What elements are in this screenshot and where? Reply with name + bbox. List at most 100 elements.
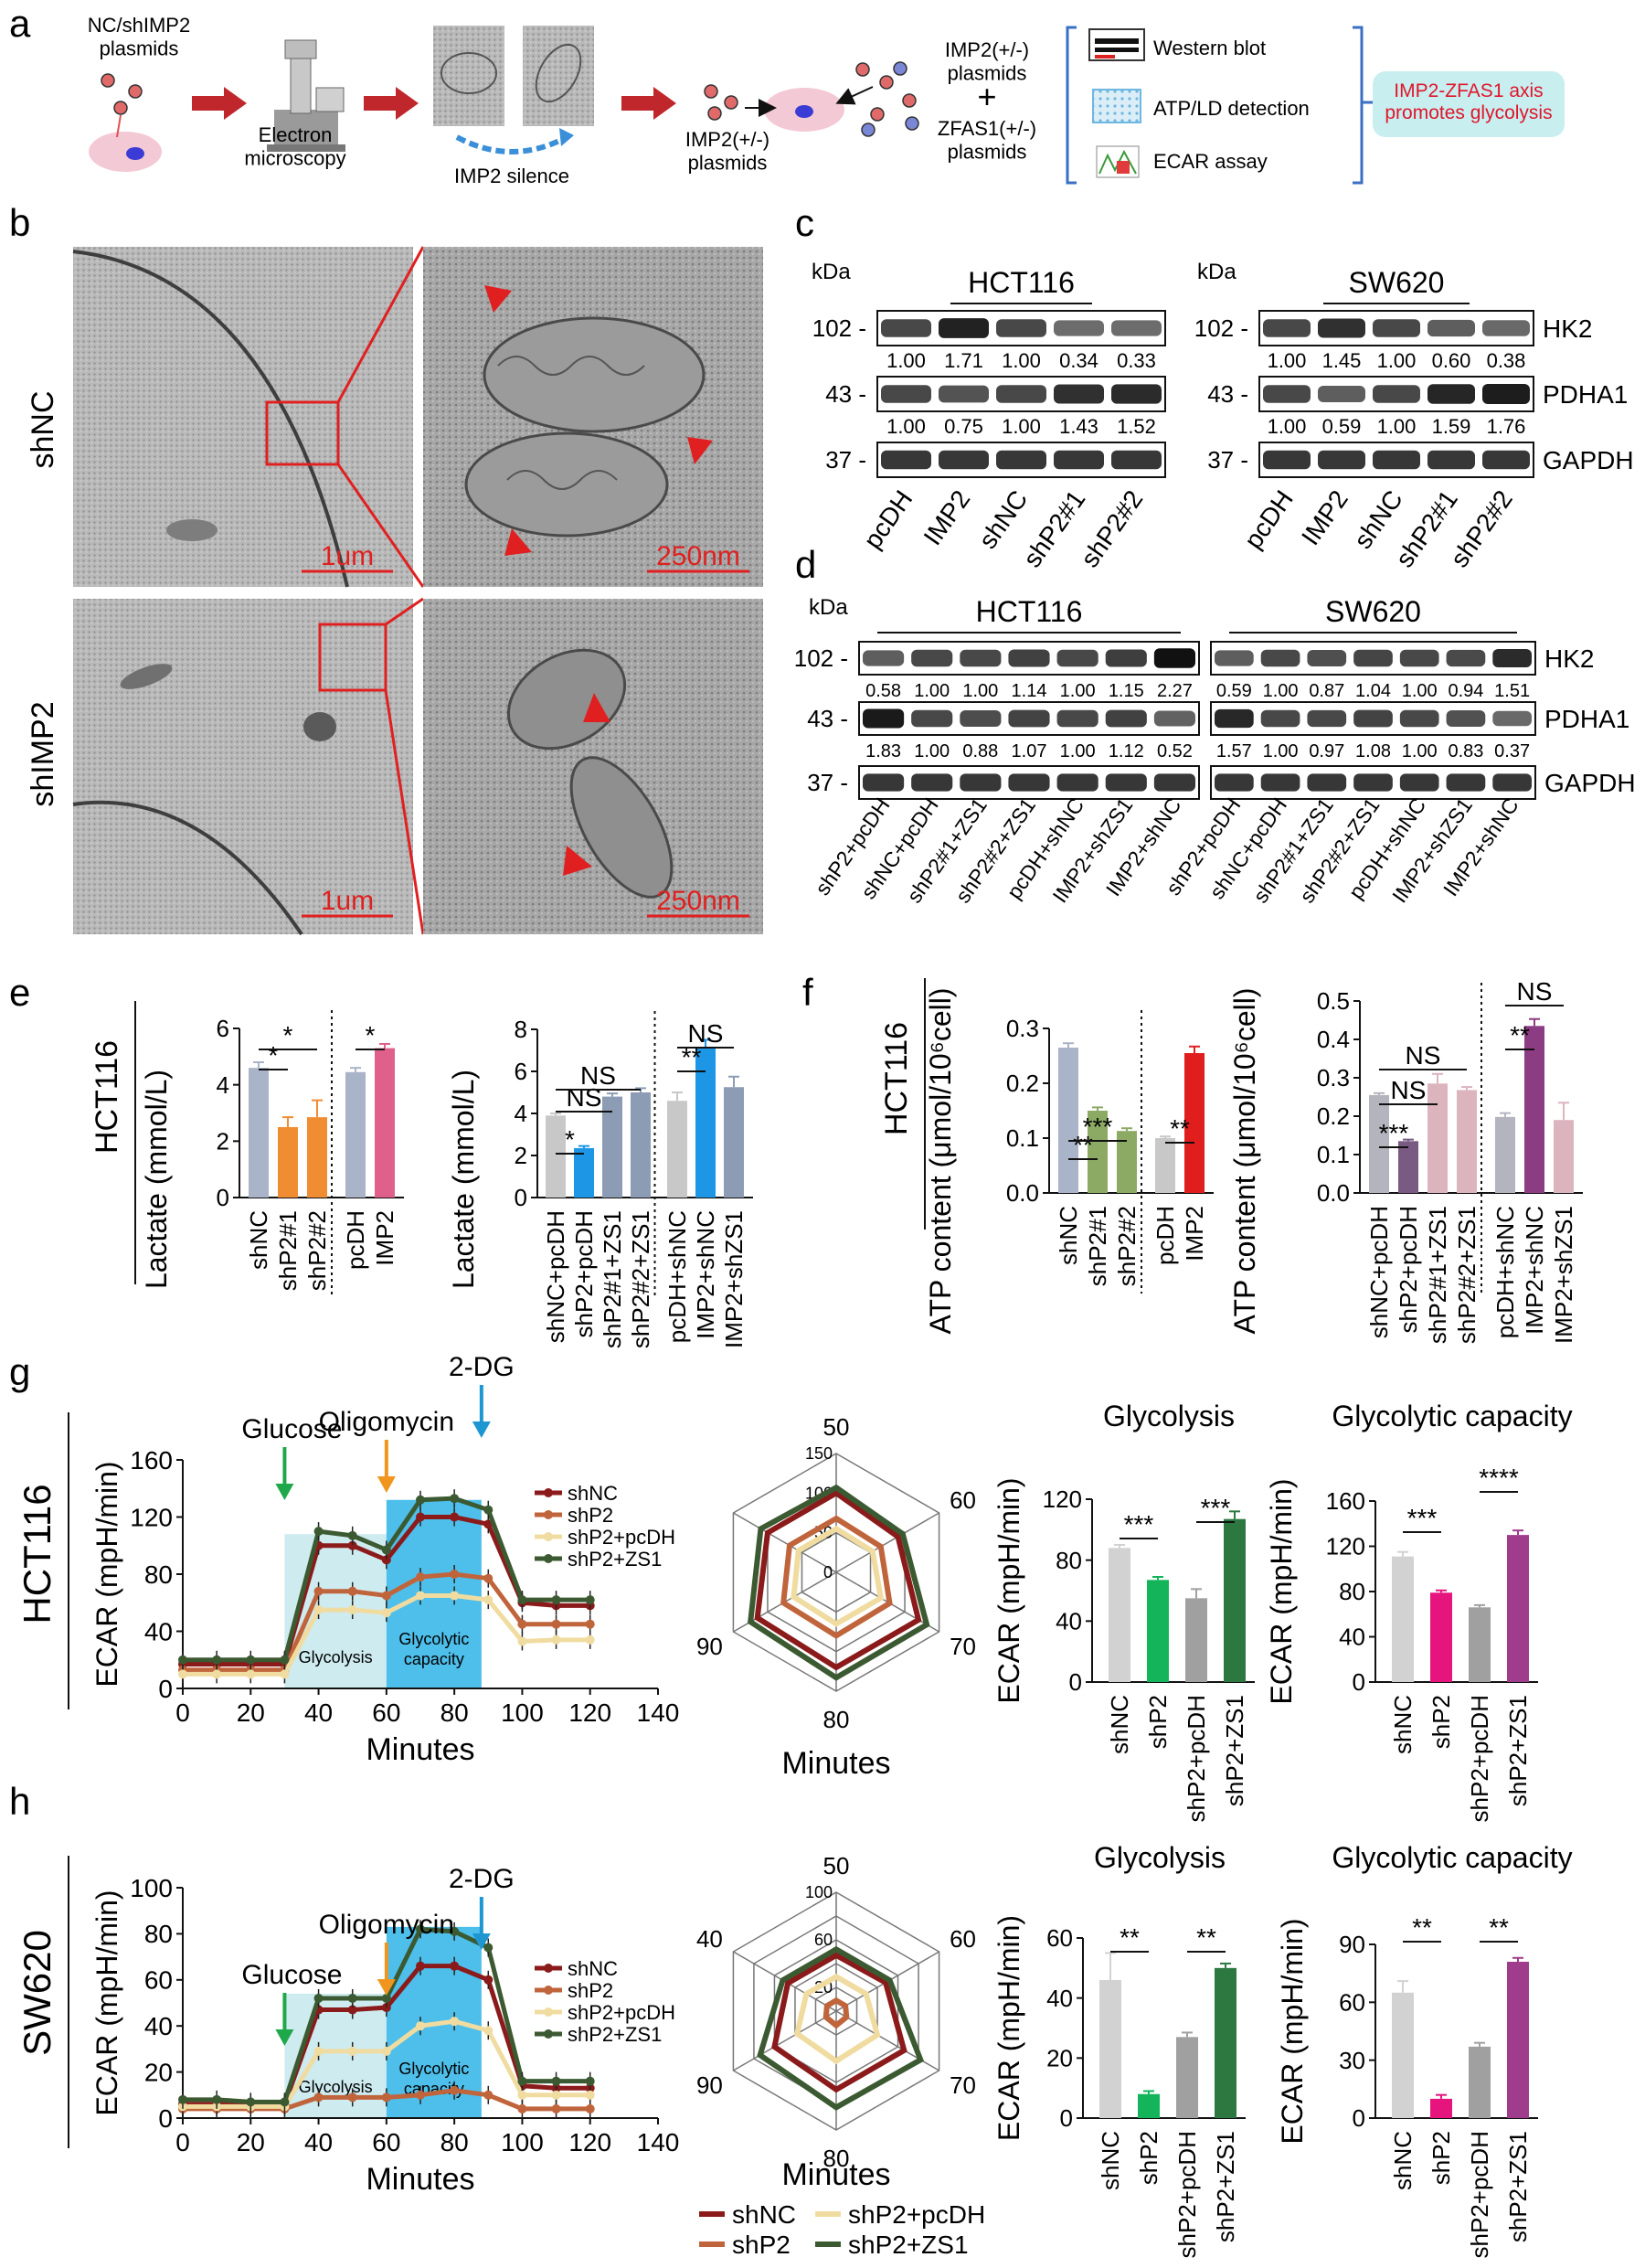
- protein-band: [1427, 450, 1475, 470]
- protein-band: [939, 450, 989, 470]
- y-tick-label: 0.2: [1317, 1102, 1350, 1130]
- y-axis-label: ATP content (μmol/10⁶cell): [1228, 987, 1261, 1334]
- assay-bracket-left: [1066, 26, 1077, 185]
- protein-band: [1215, 773, 1254, 792]
- bar: [1554, 1120, 1574, 1193]
- category-label: shP2#2: [1113, 1206, 1141, 1286]
- bar: [724, 1087, 744, 1198]
- category-label: shNC: [1389, 1695, 1417, 1754]
- y-tick-label: 0: [217, 1184, 229, 1211]
- category-label: shP2: [1135, 2131, 1162, 2185]
- injection-label: Glucose: [241, 1960, 342, 1990]
- bar: [278, 1126, 298, 1198]
- data-point: [347, 1605, 357, 1615]
- atp-plate-icon: [1092, 89, 1141, 123]
- protein-band: [960, 709, 1002, 728]
- data-point: [483, 1505, 494, 1515]
- bar: [1457, 1090, 1477, 1193]
- y-tick-label: 4: [217, 1071, 229, 1099]
- data-point: [483, 2090, 494, 2100]
- radar-axis-label: 50: [823, 1413, 850, 1441]
- significance-label: ***: [1083, 1113, 1113, 1141]
- category-label: shP2+ZS1: [1504, 1695, 1532, 1806]
- category-label: shP2#1: [1084, 1206, 1111, 1286]
- cell-with-plasmids-icon: [89, 73, 162, 172]
- protein-band: [863, 708, 905, 729]
- band-density-value: 1.57: [1216, 741, 1252, 761]
- bar: [546, 1115, 566, 1198]
- y-tick-label: 20: [144, 2058, 173, 2086]
- y-tick-label: 120: [1326, 1533, 1365, 1560]
- data-point: [416, 1591, 425, 1601]
- protein-band: [1215, 650, 1254, 666]
- significance-label: *: [283, 1021, 293, 1049]
- panel-e-side: HCT116: [90, 1001, 136, 1284]
- protein-band: [911, 649, 953, 667]
- bar: [1524, 1026, 1544, 1193]
- microscope-label: Electron microscopy: [244, 123, 345, 169]
- y-tick-label: 6: [515, 1058, 527, 1085]
- panel-h-side: SW620: [16, 1856, 69, 2148]
- band-density-value: 1.07: [1012, 741, 1047, 761]
- legend-label: shP2+pcDH: [568, 2001, 675, 2024]
- protein-band: [881, 319, 931, 337]
- protein-band: [1111, 450, 1162, 470]
- bar: [249, 1068, 269, 1198]
- y-tick-label: 0: [158, 2104, 173, 2133]
- category-label: shP2+pcDH: [570, 1210, 598, 1337]
- band-density-value: 0.60: [1432, 349, 1471, 372]
- bar: [1099, 1979, 1121, 2118]
- bar-chart-g_bar1: 0 40 80 120 shNC shP2 shP2+pcDH shP2+ZS1 *** *** E…: [992, 1400, 1255, 1822]
- bar: [1495, 1116, 1515, 1193]
- data-point: [517, 1619, 527, 1629]
- lane-label: IMP2: [918, 485, 976, 550]
- band-density-value: 1.00: [1402, 741, 1438, 761]
- protein-band: [1307, 709, 1347, 728]
- phase-label: Glycolytic: [398, 1630, 469, 1648]
- bar: [602, 1096, 622, 1198]
- legend-marker: [544, 2007, 553, 2017]
- radar-ring-label: 60: [814, 1931, 833, 1949]
- panel-g-side: HCT116: [16, 1412, 69, 1709]
- y-tick-label: 4: [515, 1100, 527, 1127]
- data-point: [517, 1636, 527, 1646]
- cell-line-label: HCT116: [968, 266, 1075, 299]
- significance-label: ***: [1407, 1504, 1438, 1532]
- panel-letter-d: d: [795, 543, 816, 586]
- y-tick-label: 0: [1069, 1668, 1082, 1696]
- y-tick-label: 120: [1043, 1485, 1082, 1513]
- blot-d-hct116: kDa HCT116 0.58 1.00 1.00 1.14 1.00 1.15 2.27 102…: [794, 595, 1200, 907]
- side-label-f: HCT116: [879, 1022, 914, 1135]
- kda-label: kDa: [812, 260, 851, 284]
- y-tick-label: 0: [158, 1675, 173, 1703]
- data-point: [347, 2046, 357, 2056]
- protein-band: [1263, 450, 1311, 470]
- legend-label: shP2: [568, 1979, 613, 2002]
- band-density-value: 0.34: [1059, 349, 1098, 372]
- data-point: [517, 2103, 527, 2114]
- side-label-h: SW620: [16, 1930, 58, 2056]
- radar-series: [780, 1515, 893, 1639]
- protein-band: [1260, 709, 1300, 728]
- band-density-value: 0.58: [865, 681, 901, 701]
- ecar-assay-icon: [1096, 145, 1140, 178]
- side-label-e: HCT116: [90, 1040, 124, 1154]
- data-point: [212, 1655, 222, 1665]
- data-point: [347, 1993, 357, 2003]
- arrowhead-marker: [484, 285, 512, 313]
- y-tick-label: 6: [217, 1015, 229, 1042]
- transfected-cell-icon: [704, 61, 919, 137]
- y-tick-label: 0.1: [1006, 1124, 1039, 1152]
- significance-label: **: [1170, 1114, 1190, 1143]
- western-blot-icon: [1088, 28, 1145, 61]
- band-density-value: 1.83: [865, 741, 901, 761]
- protein-band: [1399, 773, 1439, 792]
- category-label: IMP2+shNC: [692, 1210, 719, 1339]
- protein-band: [1263, 385, 1311, 403]
- protein-band: [1056, 709, 1098, 728]
- y-tick-label: 0.3: [1006, 1015, 1039, 1042]
